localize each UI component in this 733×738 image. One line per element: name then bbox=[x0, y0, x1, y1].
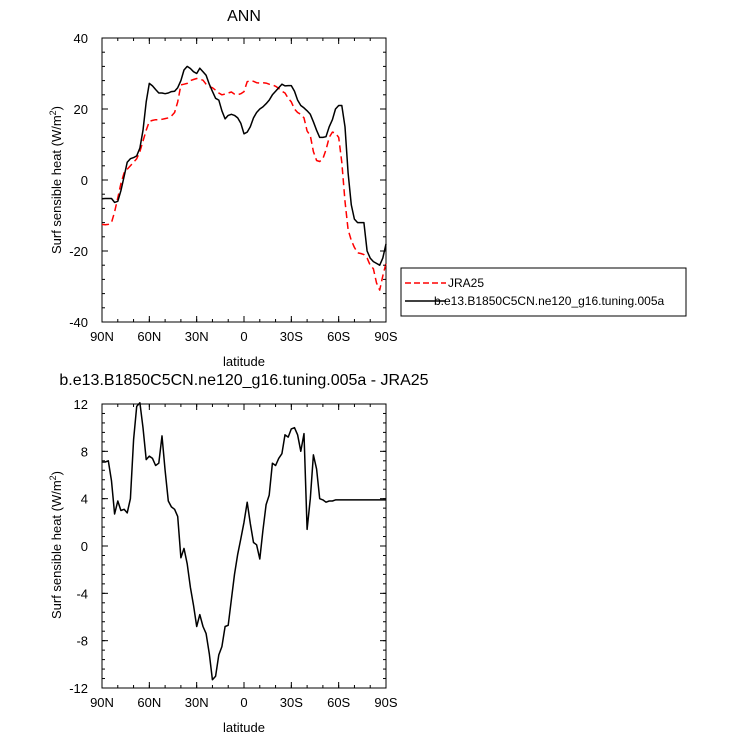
bottom-panel: b.e13.B1850C5CN.ne120_g16.tuning.005a - … bbox=[48, 372, 429, 735]
top-plot-title: ANN bbox=[227, 8, 261, 25]
y-tick-label: 20 bbox=[74, 102, 88, 117]
y-tick-label: -4 bbox=[76, 586, 88, 601]
x-tick-label: 60S bbox=[327, 329, 350, 344]
y-tick-label: -40 bbox=[69, 315, 88, 330]
series-line-b-e13-b1850c5cn-ne120-g16-tuning-005a bbox=[101, 65, 387, 266]
legend-label-jra25: JRA25 bbox=[448, 276, 484, 290]
x-tick-label: 90S bbox=[374, 695, 397, 710]
x-tick-label: 0 bbox=[240, 329, 247, 344]
bottom-x-axis-label: latitude bbox=[223, 720, 265, 735]
x-tick-label: 90S bbox=[374, 329, 397, 344]
top-panel: ANN 90N 60N 30N 0 30S 60S 90S 40 20 0 -20 -40 latit… bbox=[48, 8, 687, 369]
x-tick-label: 60N bbox=[137, 329, 161, 344]
bottom-series-group bbox=[102, 402, 386, 681]
y-tick-label: 40 bbox=[74, 31, 88, 46]
y-tick-label: -12 bbox=[69, 681, 88, 696]
x-tick-label: 30S bbox=[280, 695, 303, 710]
y-tick-label: 0 bbox=[81, 539, 88, 554]
legend-label-model: b.e13.B1850C5CN.ne120_g16.tuning.005a bbox=[434, 294, 665, 308]
legend-box bbox=[400, 267, 687, 317]
x-tick-label: 60N bbox=[137, 695, 161, 710]
top-y-axis-label: Surf sensible heat (W/m2) bbox=[48, 106, 64, 254]
x-tick-label: 30N bbox=[185, 695, 209, 710]
top-x-axis-label: latitude bbox=[223, 354, 265, 369]
bottom-plot-title: b.e13.B1850C5CN.ne120_g16.tuning.005a - … bbox=[59, 372, 428, 389]
y-tick-label: 8 bbox=[81, 444, 88, 459]
x-tick-label: 60S bbox=[327, 695, 350, 710]
series-line-difference bbox=[102, 402, 386, 681]
x-tick-label: 30S bbox=[280, 329, 303, 344]
bottom-y-axis-label: Surf sensible heat (W/m2) bbox=[48, 471, 64, 619]
legend: JRA25 b.e13.B1850C5CN.ne120_g16.tuning.0… bbox=[400, 267, 687, 317]
y-tick-label: -20 bbox=[69, 244, 88, 259]
x-tick-label: 30N bbox=[185, 329, 209, 344]
top-series-group bbox=[101, 65, 387, 291]
x-tick-label: 90N bbox=[90, 329, 114, 344]
x-tick-label: 90N bbox=[90, 695, 114, 710]
y-tick-label: 4 bbox=[81, 492, 88, 507]
top-axes: 90N 60N 30N 0 30S 60S 90S 40 20 0 -20 -40 bbox=[69, 31, 398, 344]
y-tick-label: -8 bbox=[76, 634, 88, 649]
x-tick-label: 0 bbox=[240, 695, 247, 710]
y-tick-label: 12 bbox=[74, 397, 88, 412]
bottom-axes: 90N 60N 30N 0 30S 60S 90S 12 8 4 0 -4 -8 -12 bbox=[69, 397, 398, 710]
series-line-jra25 bbox=[101, 77, 387, 291]
y-tick-label: 0 bbox=[81, 173, 88, 188]
